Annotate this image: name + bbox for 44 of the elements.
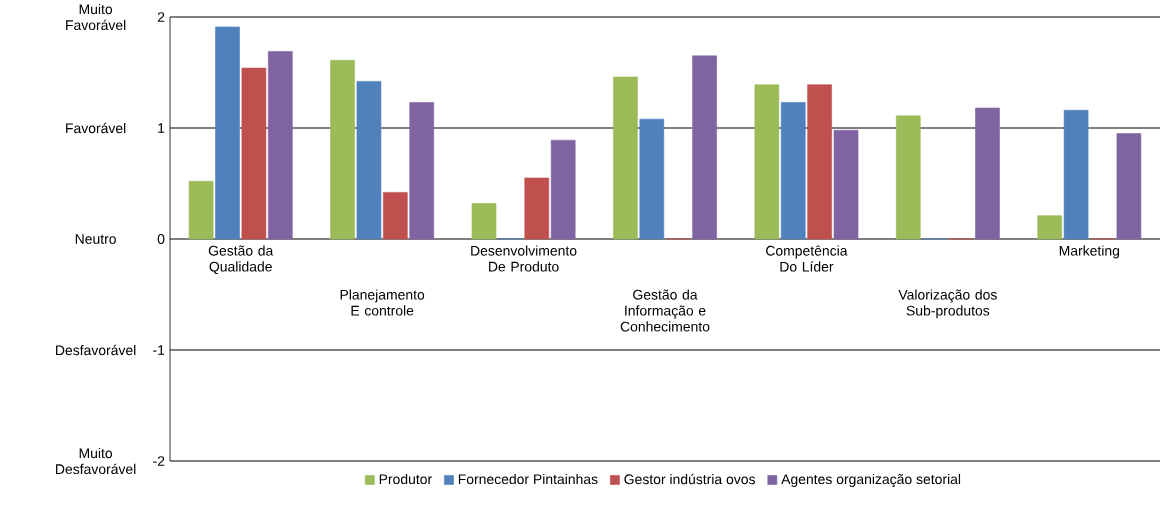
bar — [471, 203, 497, 240]
x-tick-label: Gestão da Informação e Conhecimento — [620, 289, 710, 332]
y-tick-label: 0 — [157, 234, 165, 244]
x-tick-label: Desenvolvimento De Produto — [471, 245, 577, 272]
bar — [524, 177, 550, 240]
legend-label: Produtor — [379, 473, 432, 485]
text: Neutro — [75, 234, 116, 244]
bar — [1063, 109, 1089, 240]
bar — [356, 81, 382, 240]
bar — [895, 115, 921, 240]
x-tick-label: Marketing — [1059, 245, 1119, 259]
bar — [807, 84, 832, 240]
bar — [330, 60, 355, 240]
bar — [833, 129, 859, 240]
text: Desfavorável — [56, 344, 136, 356]
bar — [754, 84, 780, 240]
bar — [383, 192, 408, 240]
bar — [215, 26, 240, 240]
bar — [550, 139, 576, 240]
text: Favorável — [66, 122, 126, 134]
legend-label: Fornecedor Pintainhas — [458, 473, 598, 485]
bar — [780, 102, 806, 240]
legend-label: Agentes organização setorial — [781, 473, 961, 487]
legend-label: Gestor indústria ovos — [624, 473, 755, 485]
bar — [1037, 215, 1062, 240]
x-tick-label: Competência Do Líder — [766, 245, 848, 272]
x-tick-label: Valorização dos Sub-produtos — [898, 289, 997, 319]
bar — [639, 118, 665, 240]
y-tick-label: -2 — [153, 456, 165, 466]
y-tick-label: 2 — [157, 12, 165, 22]
text: Muito Favorável — [66, 3, 126, 31]
x-tick-label: Gestão da Qualidade — [208, 245, 274, 275]
bar — [188, 180, 214, 240]
bar — [409, 102, 435, 240]
y-tick-label: -1 — [153, 345, 165, 355]
bar — [613, 76, 638, 240]
bar — [1116, 133, 1142, 240]
y-tick-label: 1 — [158, 123, 165, 133]
bar — [975, 107, 1000, 240]
bar — [692, 55, 717, 240]
bar — [241, 67, 267, 240]
bar — [268, 51, 293, 240]
text: Muito Desfavorável — [56, 447, 136, 475]
x-tick-label: Planejamento E controle — [340, 289, 425, 316]
